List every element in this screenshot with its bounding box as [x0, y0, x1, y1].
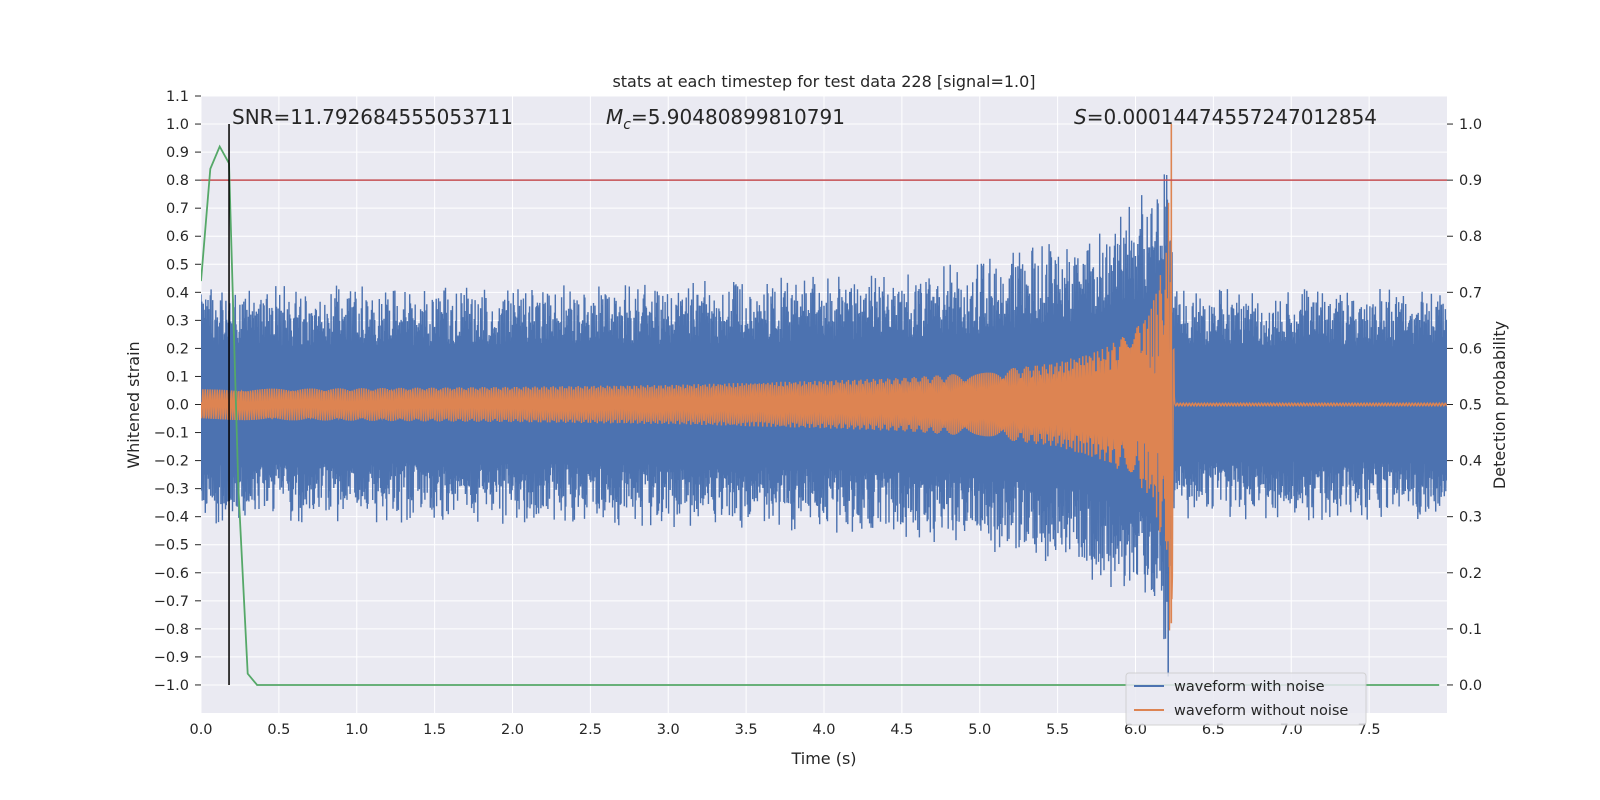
x-tick-label: 0.5: [267, 722, 290, 738]
chart-title: stats at each timestep for test data 228…: [612, 72, 1035, 91]
chirp-mass-annotation: Mc=5.90480899810791: [606, 105, 845, 133]
legend-box: [1125, 672, 1367, 726]
x-tick-label: 4.0: [812, 722, 835, 738]
y-tick-label: −0.7: [154, 594, 189, 610]
y-tick-label: −0.8: [154, 622, 189, 638]
y-tick-label: 0.5: [166, 257, 189, 273]
y-tick-label: 0.1: [166, 369, 189, 385]
y-tick-label: 0.2: [166, 341, 189, 357]
y-right-tick-label: 0.5: [1459, 398, 1482, 414]
x-tick-label: 1.5: [423, 722, 446, 738]
x-tick-label: 2.0: [501, 722, 524, 738]
y-tick-label: −0.9: [154, 650, 189, 666]
x-tick-label: 7.5: [1358, 722, 1381, 738]
legend-label-noisy: waveform with noise: [1174, 679, 1325, 695]
chirp-mass-subscript: c: [623, 117, 631, 133]
x-tick-label: 7.0: [1280, 722, 1303, 738]
y-tick-label: 0.3: [166, 313, 189, 329]
y-tick-label: −1.0: [154, 678, 189, 694]
x-tick-label: 4.5: [890, 722, 913, 738]
y-tick-label: 0.9: [166, 145, 189, 161]
x-tick-label: 1.0: [345, 722, 368, 738]
x-tick-label: 3.5: [735, 722, 758, 738]
y-right-tick-label: 0.4: [1459, 454, 1482, 470]
y-tick-label: 0.4: [166, 285, 189, 301]
plot-area: [201, 124, 1447, 686]
ticks: 0.0 0.5 1.0 1.5 2.0 2.5 3.0 3.5 4.0 4.5 5.0 5.5 6.0 6…: [154, 89, 1482, 738]
x-tick-label: 0.0: [189, 722, 212, 738]
series-detection-probability: [201, 144, 1440, 686]
x-tick-label: 5.0: [968, 722, 991, 738]
y-right-tick-label: 0.6: [1459, 341, 1482, 357]
y-tick-label: −0.5: [154, 538, 189, 554]
series-waveform-with-noise: [201, 174, 1447, 640]
legend: waveform with noise waveform without noi…: [1125, 672, 1367, 726]
y-right-tick-label: 0.3: [1459, 510, 1482, 526]
y-tick-label: 0.0: [166, 398, 189, 414]
y-right-axis-label: Detection probability: [1490, 321, 1509, 489]
y-tick-label: −0.6: [154, 566, 189, 582]
s-annotation: S=0.00014474557247012854: [1074, 105, 1377, 129]
y-right-tick-label: 1.0: [1459, 117, 1482, 133]
y-right-tick-label: 0.1: [1459, 622, 1482, 638]
chirp-mass-symbol: M: [606, 105, 623, 129]
y-tick-label: −0.4: [154, 510, 189, 526]
x-axis-label: Time (s): [790, 749, 856, 768]
y-right-tick-label: 0.9: [1459, 173, 1482, 189]
x-tick-label: 2.5: [579, 722, 602, 738]
s-symbol: S: [1074, 105, 1087, 129]
y-tick-label: 0.7: [166, 201, 189, 217]
series-waveform-without-noise: [201, 202, 1447, 631]
y-right-tick-label: 0.8: [1459, 229, 1482, 245]
y-right-tick-label: 0.2: [1459, 566, 1482, 582]
y-tick-label: 0.6: [166, 229, 189, 245]
legend-label-clean: waveform without noise: [1174, 703, 1348, 719]
y-axis-label: Whitened strain: [124, 341, 143, 468]
x-tick-label: 3.0: [657, 722, 680, 738]
y-tick-label: −0.1: [154, 426, 189, 442]
x-tick-label: 5.5: [1046, 722, 1069, 738]
x-tick-label: 6.0: [1124, 722, 1147, 738]
snr-annotation: SNR=11.792684555053711: [232, 105, 513, 129]
y-tick-label: 1.1: [166, 89, 189, 105]
y-tick-label: 1.0: [166, 117, 189, 133]
chirp-mass-value: =5.90480899810791: [631, 105, 845, 129]
y-tick-label: −0.3: [154, 482, 189, 498]
y-tick-label: 0.8: [166, 173, 189, 189]
y-right-tick-label: 0.7: [1459, 285, 1482, 301]
y-right-tick-label: 0.0: [1459, 678, 1482, 694]
s-value: =0.00014474557247012854: [1087, 105, 1377, 129]
x-tick-label: 6.5: [1202, 722, 1225, 738]
y-tick-label: −0.2: [154, 454, 189, 470]
